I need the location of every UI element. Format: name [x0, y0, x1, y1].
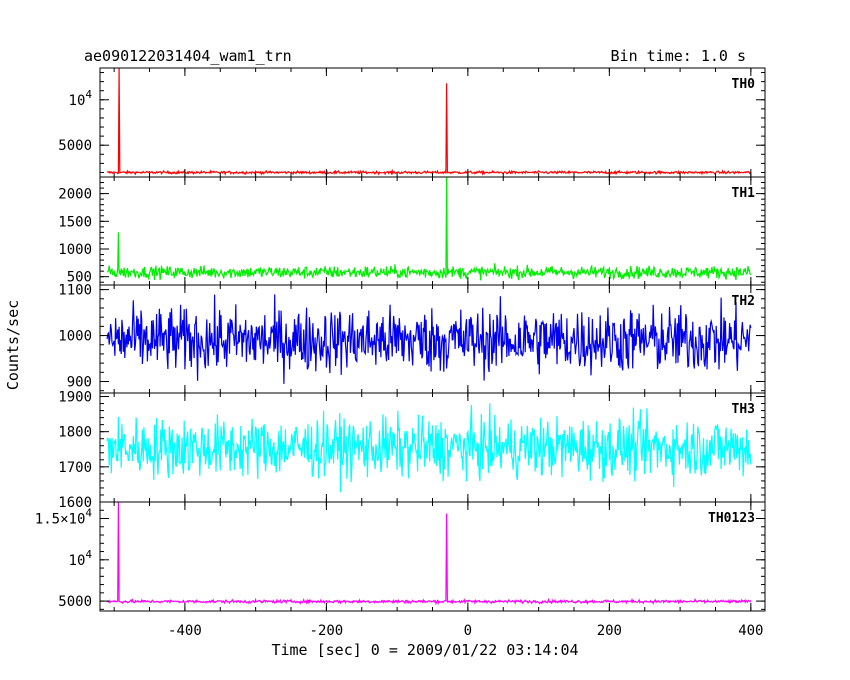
y-tick-label: 1900 — [58, 390, 92, 406]
y-tick-label: 5000 — [58, 594, 92, 610]
bin-time-label: Bin time: 1.0 s — [611, 47, 746, 65]
x-tick-label: 400 — [738, 623, 763, 639]
x-tick-label: 200 — [597, 623, 622, 639]
series-line-th0 — [106, 67, 752, 176]
y-axis-title: Counts/sec — [4, 300, 22, 390]
y-tick-label: 1700 — [58, 460, 92, 476]
series-line-th1 — [106, 176, 752, 281]
panel-th0123: 5000 104 1.5×104 TH0123 — [35, 501, 766, 612]
y-tick-label: 1100 — [58, 283, 92, 299]
series-line-th2 — [106, 294, 752, 384]
y-tick-label: 1000 — [58, 329, 92, 345]
x-tick-label: -400 — [168, 623, 202, 639]
panel-label-th3: TH3 — [732, 402, 755, 417]
y-tick-label: 1800 — [58, 425, 92, 441]
panel-label-th2: TH2 — [732, 294, 755, 309]
y-tick-label: 500 — [67, 270, 92, 286]
y-tick-label: 1500 — [58, 214, 92, 230]
panel-label-th1: TH1 — [732, 186, 756, 201]
panel-th3: 1600 1700 1800 1900 TH3 — [58, 390, 766, 511]
x-tick-label: -200 — [310, 623, 344, 639]
panel-frame — [99, 284, 766, 394]
chart-title: ae090122031404_wam1_trn — [84, 47, 292, 65]
series-line-th3 — [106, 403, 752, 493]
series-line-th0123 — [106, 501, 752, 606]
panel-th2: 900 1000 1100 TH2 — [58, 283, 766, 394]
panel-th1: 500 1000 1500 2000 TH1 — [58, 176, 766, 286]
y-tick-label: 104 — [69, 548, 93, 569]
panel-th0: 5000 104 TH0 — [58, 67, 766, 178]
y-tick-label: 5000 — [58, 138, 92, 154]
panel-label-th0123: TH0123 — [708, 511, 755, 526]
y-tick-label: 1.5×104 — [35, 507, 93, 528]
panel-label-th0: TH0 — [732, 77, 756, 92]
y-tick-label: 900 — [67, 375, 92, 391]
y-tick-label: 2000 — [58, 187, 92, 203]
panel-frame — [99, 501, 766, 612]
x-axis-title: Time [sec] 0 = 2009/01/22 03:14:04 — [271, 641, 578, 659]
y-tick-label: 1000 — [58, 242, 92, 258]
panel-frame — [99, 67, 766, 178]
y-tick-label: 1600 — [58, 495, 92, 511]
x-tick-label: 0 — [464, 623, 472, 639]
y-tick-label: 104 — [69, 88, 93, 109]
